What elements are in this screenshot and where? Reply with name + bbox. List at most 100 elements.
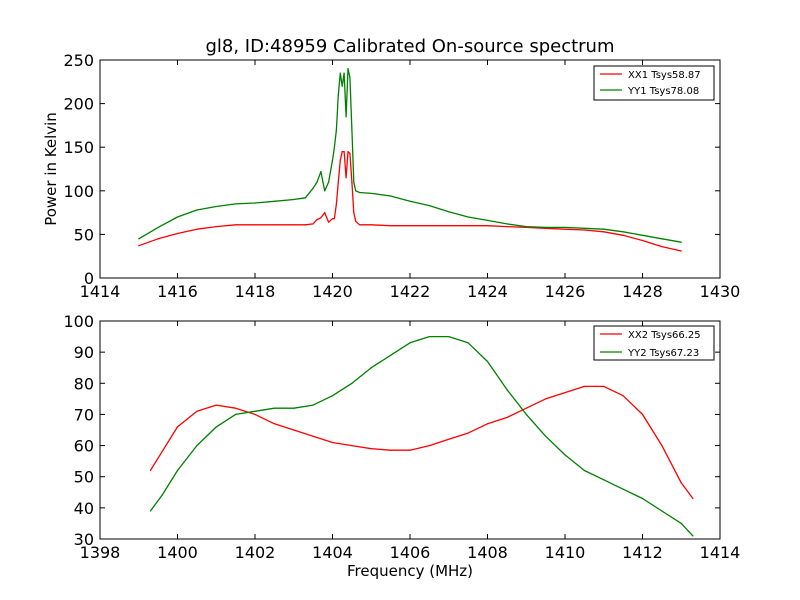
data-point bbox=[312, 435, 314, 437]
x-tick-label: 1422 bbox=[390, 282, 431, 301]
data-point bbox=[409, 449, 411, 451]
data-point bbox=[370, 448, 372, 450]
legend-label-xx2: XX2 Tsys66.25 bbox=[628, 330, 701, 341]
data-point bbox=[235, 203, 237, 205]
data-point bbox=[339, 159, 341, 161]
data-point bbox=[293, 224, 295, 226]
data-point bbox=[316, 181, 318, 183]
top-plot-frame bbox=[99, 59, 721, 279]
data-point bbox=[467, 225, 469, 227]
data-point bbox=[641, 234, 644, 236]
data-point bbox=[196, 410, 198, 412]
data-point bbox=[324, 212, 326, 214]
data-point bbox=[564, 226, 566, 229]
data-point bbox=[583, 229, 585, 231]
data-point bbox=[273, 224, 275, 226]
data-point bbox=[235, 413, 237, 416]
data-point bbox=[328, 221, 330, 223]
data-point bbox=[161, 494, 163, 496]
data-point bbox=[486, 360, 489, 363]
data-point bbox=[149, 469, 151, 472]
data-point bbox=[333, 146, 336, 148]
data-point bbox=[176, 426, 179, 428]
data-point bbox=[345, 177, 347, 179]
data-point bbox=[603, 231, 605, 233]
legend-box bbox=[593, 65, 715, 101]
data-point bbox=[525, 413, 527, 416]
data-point bbox=[409, 342, 411, 344]
x-tick-label: 1418 bbox=[235, 282, 276, 301]
data-point bbox=[564, 392, 566, 394]
data-point bbox=[353, 181, 355, 183]
data-point bbox=[564, 454, 566, 456]
series-line-yy1 bbox=[138, 68, 682, 243]
x-tick-label: 1424 bbox=[467, 282, 508, 301]
data-point bbox=[161, 451, 163, 453]
legend-box bbox=[593, 325, 715, 361]
data-point bbox=[359, 224, 361, 226]
y-tick-label: 80 bbox=[74, 374, 94, 393]
data-point bbox=[324, 190, 326, 192]
data-point bbox=[506, 416, 508, 419]
data-point bbox=[349, 76, 351, 79]
data-point bbox=[351, 129, 353, 131]
y-tick-label: 200 bbox=[63, 95, 94, 114]
data-point bbox=[641, 413, 644, 416]
data-point bbox=[345, 116, 347, 118]
data-point bbox=[390, 449, 392, 451]
data-point bbox=[215, 205, 217, 208]
data-point bbox=[312, 404, 314, 406]
data-point bbox=[603, 385, 605, 387]
data-point bbox=[486, 219, 489, 222]
data-point bbox=[293, 198, 295, 201]
bottom-axes-content: 1398 1400 1402 1404 1406 1408 1410 1412 1414 30 40… bbox=[63, 312, 740, 562]
x-tick-label: 1428 bbox=[622, 282, 663, 301]
data-point bbox=[506, 225, 508, 228]
y-tick-label: 90 bbox=[74, 343, 94, 362]
data-point bbox=[448, 211, 450, 213]
data-point bbox=[254, 410, 256, 412]
data-point bbox=[347, 150, 349, 153]
data-point bbox=[370, 224, 372, 226]
data-point bbox=[506, 223, 508, 225]
data-point bbox=[235, 224, 237, 226]
y-tick-label: 50 bbox=[74, 225, 94, 244]
top-axes-content: 1414 1416 1418 1420 1422 1424 1426 1428 1430 0 50 1… bbox=[63, 51, 740, 301]
data-point bbox=[320, 171, 322, 173]
data-point bbox=[176, 216, 179, 218]
data-point bbox=[341, 150, 343, 153]
data-point bbox=[339, 72, 341, 74]
data-point bbox=[692, 497, 694, 500]
data-point bbox=[176, 232, 179, 235]
x-tick-label: 1414 bbox=[700, 543, 741, 562]
data-point bbox=[680, 522, 682, 525]
data-point bbox=[138, 245, 140, 247]
data-point bbox=[304, 224, 306, 226]
y-tick-label: 250 bbox=[63, 51, 94, 70]
top-legend: XX1 Tsys58.87 YY1 Tsys78.08 bbox=[593, 65, 715, 101]
data-point bbox=[331, 159, 334, 161]
data-point bbox=[583, 469, 585, 472]
data-point bbox=[641, 497, 644, 500]
data-point bbox=[196, 209, 198, 211]
data-point bbox=[359, 191, 361, 194]
data-point bbox=[467, 342, 469, 344]
data-point bbox=[583, 385, 585, 387]
data-point bbox=[525, 225, 527, 228]
data-point bbox=[333, 218, 336, 220]
data-point bbox=[335, 129, 337, 131]
data-point bbox=[370, 192, 372, 195]
data-point bbox=[467, 216, 469, 218]
data-point bbox=[196, 228, 198, 230]
y-tick-label: 50 bbox=[74, 468, 94, 487]
data-point bbox=[448, 225, 450, 227]
data-point bbox=[320, 217, 322, 219]
x-tick-label: 1416 bbox=[157, 282, 198, 301]
data-point bbox=[428, 335, 430, 338]
data-point bbox=[355, 190, 357, 192]
data-point bbox=[353, 212, 355, 214]
data-point bbox=[390, 354, 392, 356]
x-axis-label: Frequency (MHz) bbox=[347, 562, 473, 580]
top-chart-panel: gl8, ID:48959 Calibrated On-source spect… bbox=[42, 36, 740, 301]
y-tick-label: 70 bbox=[74, 405, 94, 424]
